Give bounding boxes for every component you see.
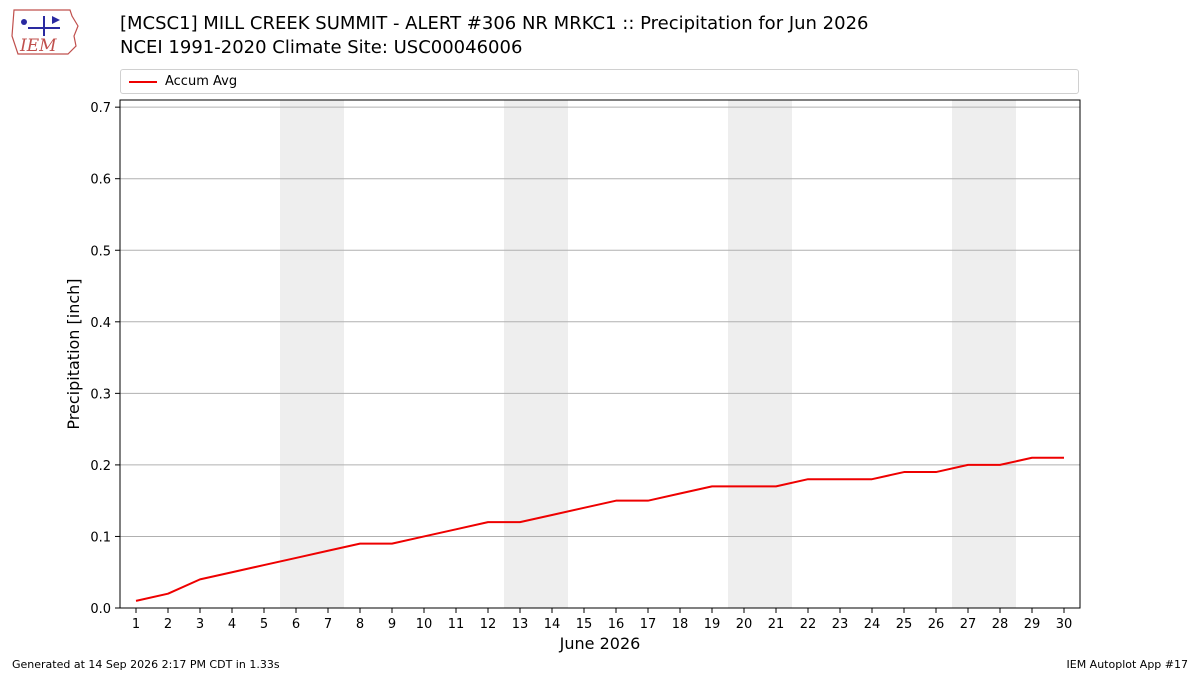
x-tick-label: 10 (416, 617, 433, 632)
grid-lines (120, 106, 1080, 609)
legend-label-accum-avg: Accum Avg (165, 74, 238, 89)
y-tick-label: 0.1 (90, 530, 111, 545)
x-tick-label: 20 (736, 617, 753, 632)
y-axis-ticks: 0.0 0.1 0.2 0.3 0.4 0.5 0.6 0.7 (90, 101, 120, 617)
x-tick-label: 13 (512, 617, 529, 632)
x-tick-label: 1 (132, 617, 140, 632)
iem-logo: IEM (8, 6, 82, 58)
x-tick-label: 7 (324, 617, 332, 632)
x-tick-label: 2 (164, 617, 172, 632)
x-tick-label: 6 (292, 617, 300, 632)
y-tick-label: 0.2 (90, 459, 111, 474)
y-tick-label: 0.0 (90, 602, 111, 617)
y-axis-label: Precipitation [inch] (64, 278, 83, 429)
x-tick-label: 22 (800, 617, 817, 632)
x-tick-label: 21 (768, 617, 785, 632)
x-tick-label: 19 (704, 617, 721, 632)
x-tick-label: 29 (1024, 617, 1041, 632)
x-tick-label: 14 (544, 617, 561, 632)
weekend-band (280, 100, 344, 608)
x-tick-label: 18 (672, 617, 689, 632)
x-tick-label: 28 (992, 617, 1009, 632)
legend-swatch-accum-avg (129, 81, 157, 83)
x-tick-label: 8 (356, 617, 364, 632)
legend: Accum Avg (120, 69, 1079, 94)
x-tick-label: 24 (864, 617, 881, 632)
x-tick-label: 16 (608, 617, 625, 632)
x-tick-label: 25 (896, 617, 913, 632)
series-line-accum-avg (135, 456, 1064, 602)
x-axis-label: June 2026 (559, 634, 641, 653)
y-tick-label: 0.5 (90, 244, 111, 259)
x-tick-label: 12 (480, 617, 497, 632)
x-tick-label: 3 (196, 617, 204, 632)
x-tick-label: 9 (388, 617, 396, 632)
app-credit: IEM Autoplot App #17 (1066, 658, 1189, 671)
y-tick-label: 0.4 (90, 316, 111, 331)
x-tick-label: 23 (832, 617, 849, 632)
iem-logo-icon: IEM (11, 9, 79, 56)
x-tick-label: 4 (228, 617, 236, 632)
weekend-band (728, 100, 792, 608)
x-tick-label: 15 (576, 617, 593, 632)
y-tick-label: 0.6 (90, 173, 111, 188)
x-tick-label: 5 (260, 617, 268, 632)
x-tick-label: 17 (640, 617, 657, 632)
x-axis-ticks: 1 2 3 4 5 6 7 8 9 10 11 12 13 14 15 16 17 18 19 20 21 22 23 24 2… (132, 608, 1072, 632)
series-layer (135, 456, 1064, 602)
weekend-band (952, 100, 1016, 608)
logo-text: IEM (19, 36, 57, 56)
generated-timestamp: Generated at 14 Sep 2026 2:17 PM CDT in … (12, 658, 280, 671)
x-tick-label: 26 (928, 617, 945, 632)
x-tick-label: 27 (960, 617, 977, 632)
y-tick-label: 0.7 (90, 101, 111, 116)
chart-title: [MCSC1] MILL CREEK SUMMIT - ALERT #306 N… (120, 13, 869, 34)
x-tick-label: 11 (448, 617, 465, 632)
chart-subtitle: NCEI 1991-2020 Climate Site: USC00046006 (120, 37, 523, 58)
weekend-band (504, 100, 568, 608)
plot-frame (119, 99, 1081, 609)
y-tick-label: 0.3 (90, 387, 111, 402)
x-tick-label: 30 (1056, 617, 1073, 632)
weekend-bands (280, 100, 1016, 608)
